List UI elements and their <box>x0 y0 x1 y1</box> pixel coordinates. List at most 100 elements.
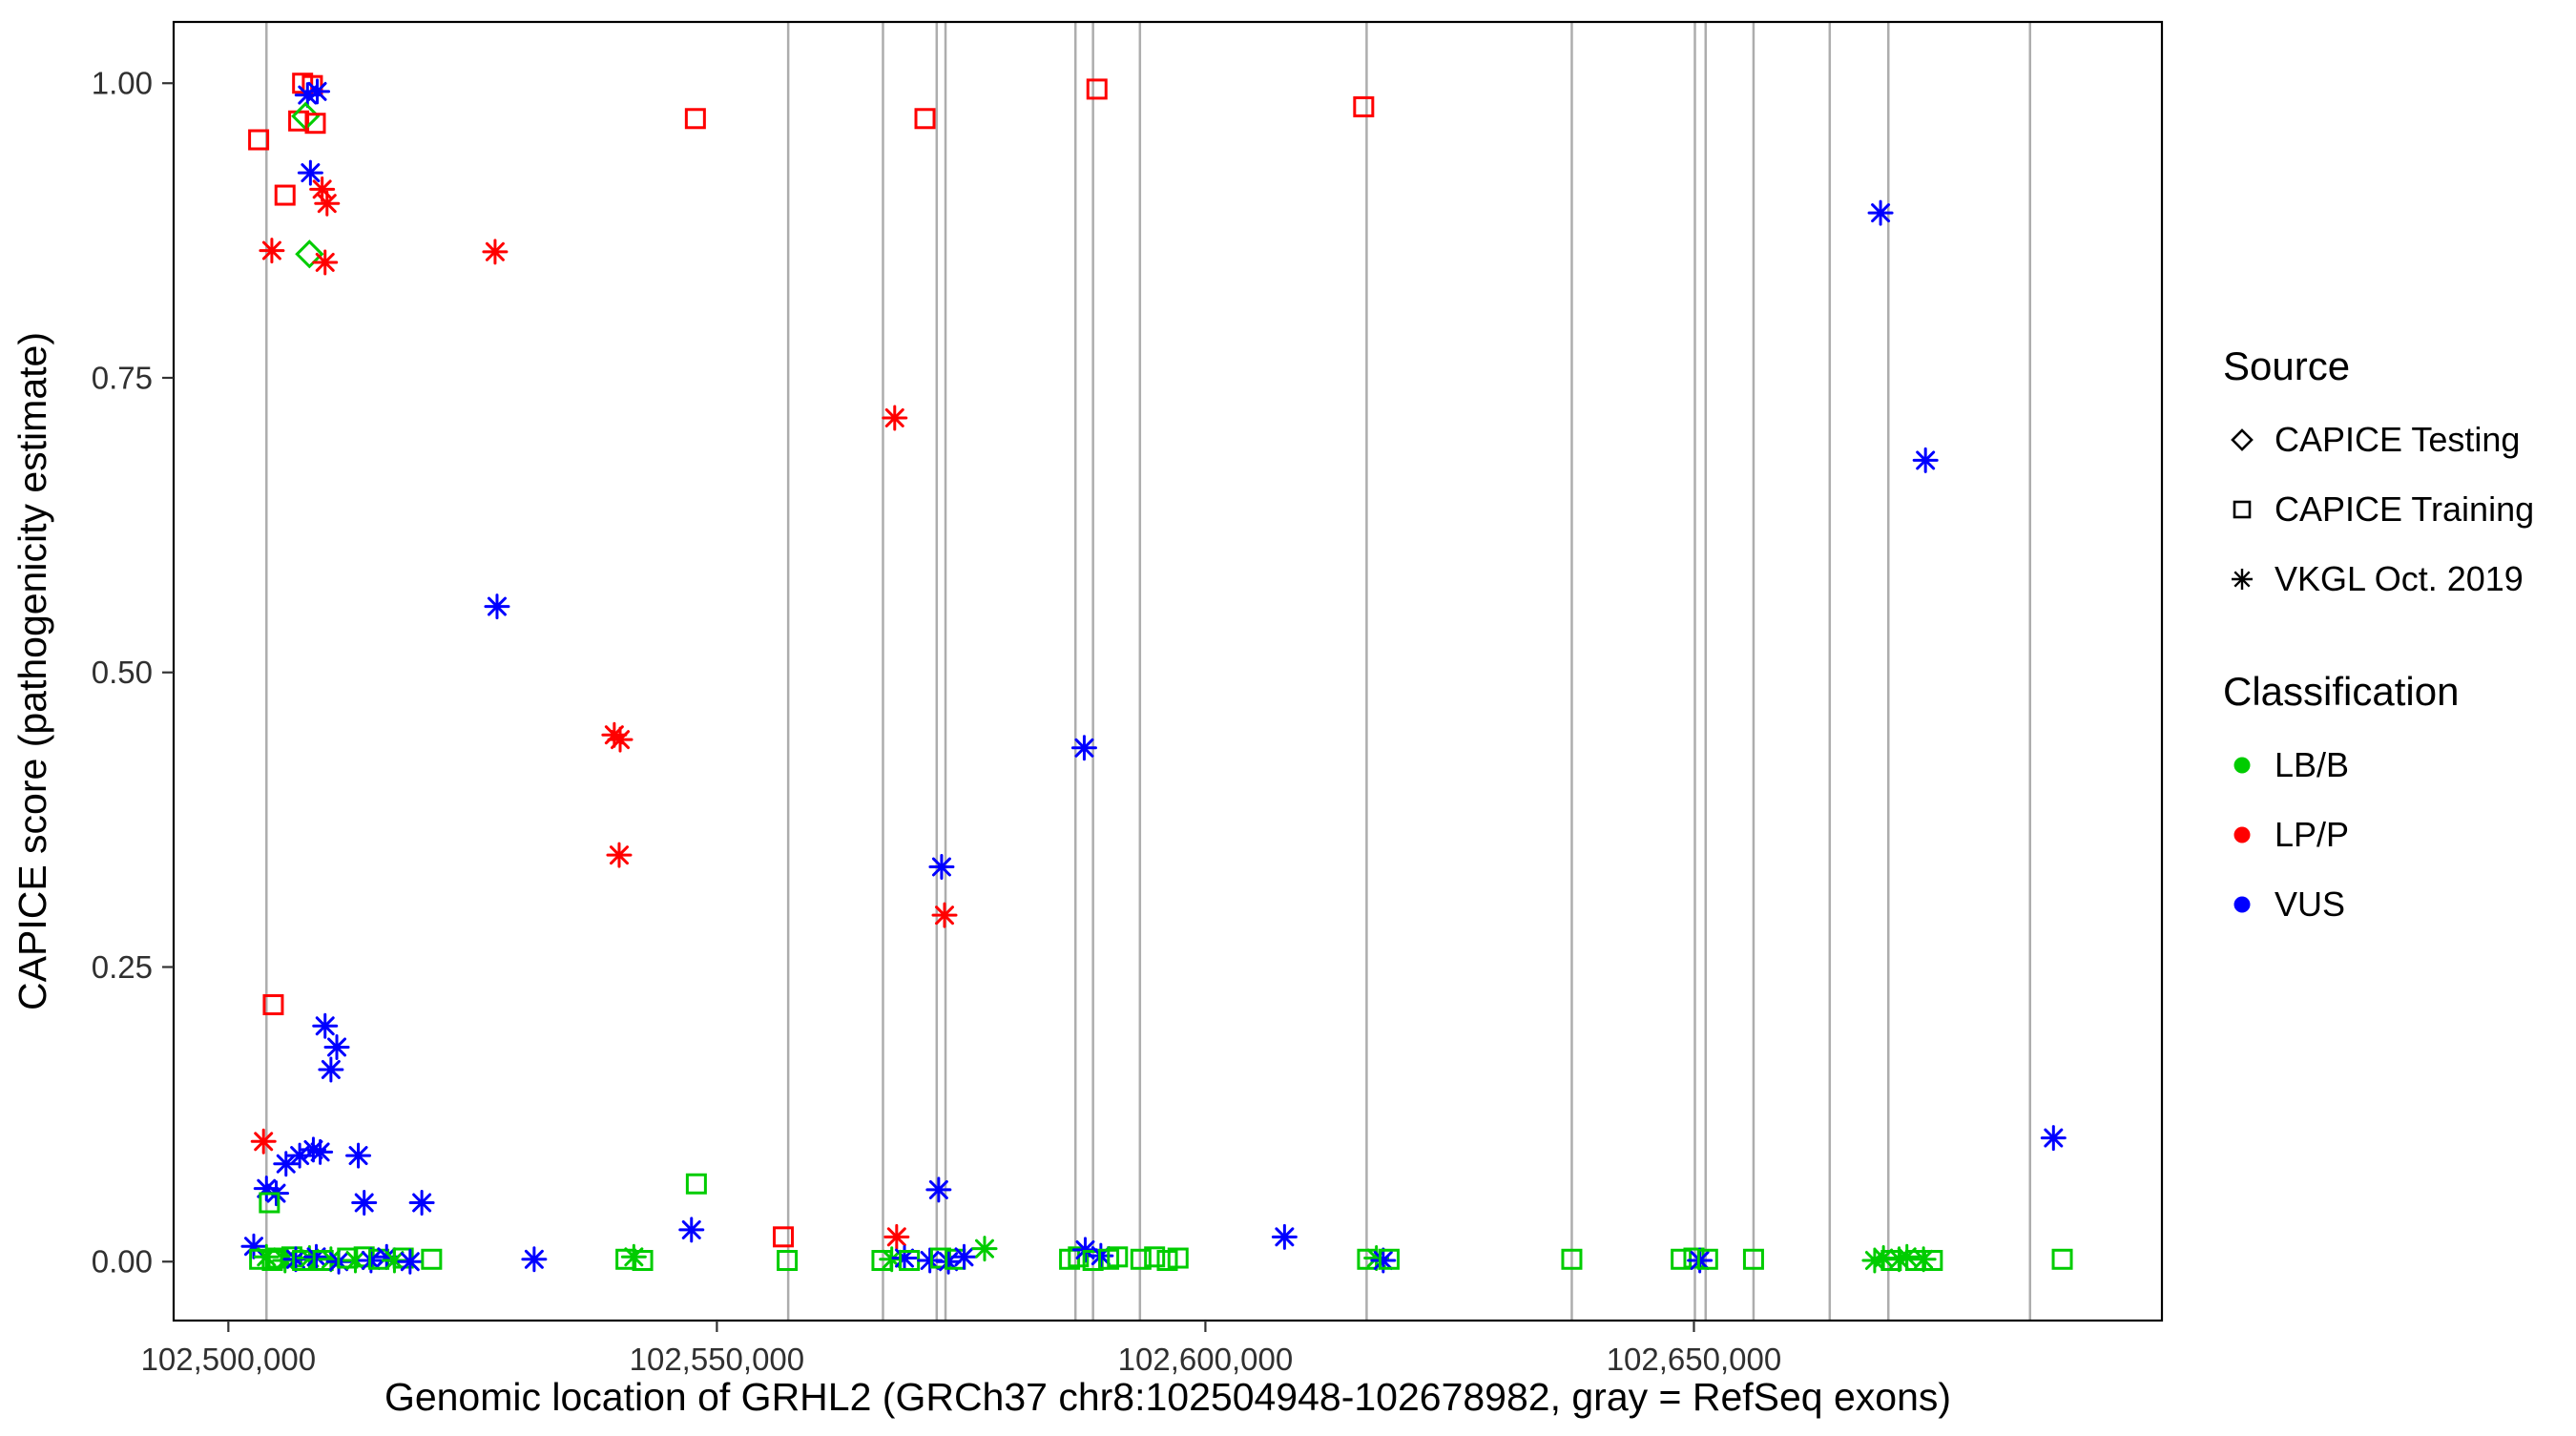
data-point <box>408 1189 435 1216</box>
square-icon <box>2233 500 2252 518</box>
data-point <box>484 593 510 620</box>
data-point <box>1867 199 1894 226</box>
data-point <box>1156 1250 1178 1272</box>
data-point <box>684 108 706 130</box>
data-point <box>1378 1248 1400 1270</box>
legend-item-vus: VUS <box>2223 869 2566 939</box>
asterisk-icon <box>2232 568 2253 590</box>
data-point <box>1086 78 1108 100</box>
data-point <box>777 1250 799 1272</box>
dot-icon <box>2233 757 2251 773</box>
data-point <box>950 1243 977 1270</box>
data-point <box>1561 1248 1583 1270</box>
axis-tick-label: 0.25 <box>92 949 153 985</box>
data-point <box>773 1226 795 1248</box>
axis-tick-label: 0.75 <box>92 360 153 395</box>
chart-area: 102,500,000 102,550,000 102,600,000 102,650… <box>10 20 2164 1419</box>
data-point <box>1922 1250 1943 1272</box>
y-axis-title: CAPICE score (pathogenicity estimate) <box>10 332 54 1010</box>
data-point <box>307 1138 334 1165</box>
panel-border <box>172 20 2164 1322</box>
axis-tick-label: 102,650,000 <box>1607 1342 1782 1377</box>
data-point <box>882 405 908 431</box>
data-point <box>678 1217 705 1243</box>
data-point <box>1912 447 1939 473</box>
data-point <box>248 129 270 151</box>
data-point <box>1742 1248 1764 1270</box>
axis-tick-label: 102,600,000 <box>1118 1342 1294 1377</box>
data-point <box>323 1033 350 1060</box>
data-point <box>297 159 323 186</box>
axis-tick-label: 102,550,000 <box>630 1342 805 1377</box>
data-point <box>607 726 634 753</box>
data-point <box>312 1012 339 1039</box>
data-point <box>1068 1246 1090 1268</box>
data-point <box>925 1176 952 1203</box>
data-point <box>397 1248 424 1275</box>
data-point <box>2040 1125 2067 1152</box>
legend-classification-group: Classification LB/B LP/P VUS <box>2223 669 2566 939</box>
data-point <box>250 1128 277 1155</box>
axis-tick-label: 0.50 <box>92 655 153 690</box>
legend-item-lpp: LP/P <box>2223 800 2566 869</box>
data-point <box>879 1246 905 1273</box>
data-point <box>883 1223 910 1250</box>
legend-item-label: CAPICE Testing <box>2275 419 2521 459</box>
data-point <box>971 1236 998 1262</box>
data-point <box>1370 1247 1397 1274</box>
data-point <box>304 113 326 135</box>
data-point <box>1070 735 1097 761</box>
data-point <box>931 902 958 928</box>
data-point <box>632 1250 654 1272</box>
data-point <box>2051 1248 2073 1270</box>
data-point <box>295 239 324 269</box>
legend-item-lbb: LB/B <box>2223 730 2566 800</box>
data-point <box>685 1173 707 1195</box>
legend-item-label: LP/P <box>2275 814 2350 854</box>
data-point <box>1167 1247 1189 1269</box>
legend-item-label: VUS <box>2275 884 2346 924</box>
data-point <box>240 1233 267 1259</box>
diamond-icon <box>2231 427 2254 451</box>
data-point <box>928 854 955 881</box>
legend-item-capice-training: CAPICE Training <box>2223 474 2566 544</box>
axis-tick-label: 1.00 <box>92 66 153 101</box>
data-point <box>312 249 339 276</box>
data-point <box>345 1142 372 1169</box>
legend-item-capice-testing: CAPICE Testing <box>2223 405 2566 474</box>
data-point <box>259 1192 280 1214</box>
data-point <box>314 190 341 217</box>
legend: Source CAPICE Testing CAPICE Training <box>2223 343 2566 939</box>
legend-item-label: VKGL Oct. 2019 <box>2275 558 2524 598</box>
axis-tick-label: 102,500,000 <box>141 1342 317 1377</box>
legend-classification-title: Classification <box>2223 669 2460 714</box>
data-point <box>273 1151 300 1177</box>
chart-svg: 102,500,000 102,550,000 102,600,000 102,650… <box>10 20 2164 1419</box>
x-axis-title: Genomic location of GRHL2 (GRCh37 chr8:1… <box>384 1375 1951 1419</box>
data-point <box>521 1246 548 1273</box>
data-point <box>1353 95 1375 117</box>
data-point <box>259 238 285 264</box>
data-point <box>482 239 509 265</box>
data-point <box>1696 1248 1718 1270</box>
data-point <box>606 842 633 868</box>
data-point <box>1271 1223 1298 1250</box>
data-point <box>318 1056 344 1083</box>
data-point <box>351 1189 378 1216</box>
legend-item-vkgl: VKGL Oct. 2019 <box>2223 544 2566 614</box>
data-point <box>914 108 936 130</box>
data-point <box>262 994 284 1016</box>
data-point <box>421 1248 443 1270</box>
legend-source-title: Source <box>2223 343 2351 388</box>
data-point <box>1107 1246 1129 1268</box>
data-point <box>304 78 331 105</box>
legend-item-label: CAPICE Training <box>2275 489 2535 529</box>
dot-icon <box>2233 826 2251 843</box>
legend-source-group: Source CAPICE Testing CAPICE Training <box>2223 343 2566 614</box>
dot-icon <box>2233 896 2251 912</box>
data-point <box>1130 1248 1152 1270</box>
axis-tick-label: 0.00 <box>92 1244 153 1280</box>
data-point <box>274 184 296 206</box>
legend-item-label: LB/B <box>2275 744 2350 784</box>
data-point <box>1144 1246 1166 1268</box>
